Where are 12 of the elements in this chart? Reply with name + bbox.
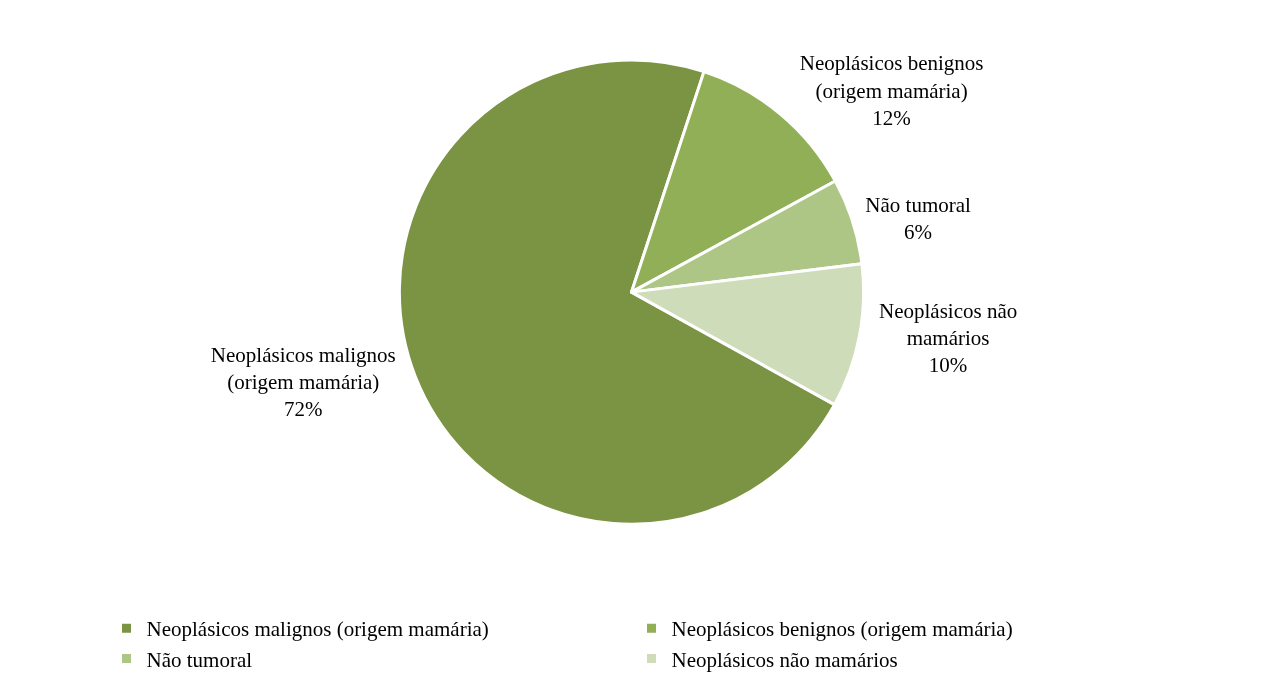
data-label: 6% — [904, 220, 933, 245]
slice-label: Não tumoral — [865, 193, 972, 218]
slice-label: Neoplásicos malignos (origem mamária) — [210, 342, 396, 395]
slice-label: Neoplásicos benignos (origem mamária) — [799, 51, 984, 103]
legend-label: Não tumoral — [146, 647, 253, 672]
legend-label: Neoplásicos benignos (origem mamária) — [671, 617, 1013, 642]
legend-label: Neoplásicos não mamários — [671, 647, 898, 672]
slice-label: Neoplásicos não mamários — [879, 298, 1018, 350]
data-label: 72% — [284, 397, 323, 422]
legend-label: Neoplásicos malignos (origem mamária) — [146, 617, 489, 642]
data-label: 12% — [872, 105, 911, 130]
data-label: 10% — [928, 353, 968, 378]
